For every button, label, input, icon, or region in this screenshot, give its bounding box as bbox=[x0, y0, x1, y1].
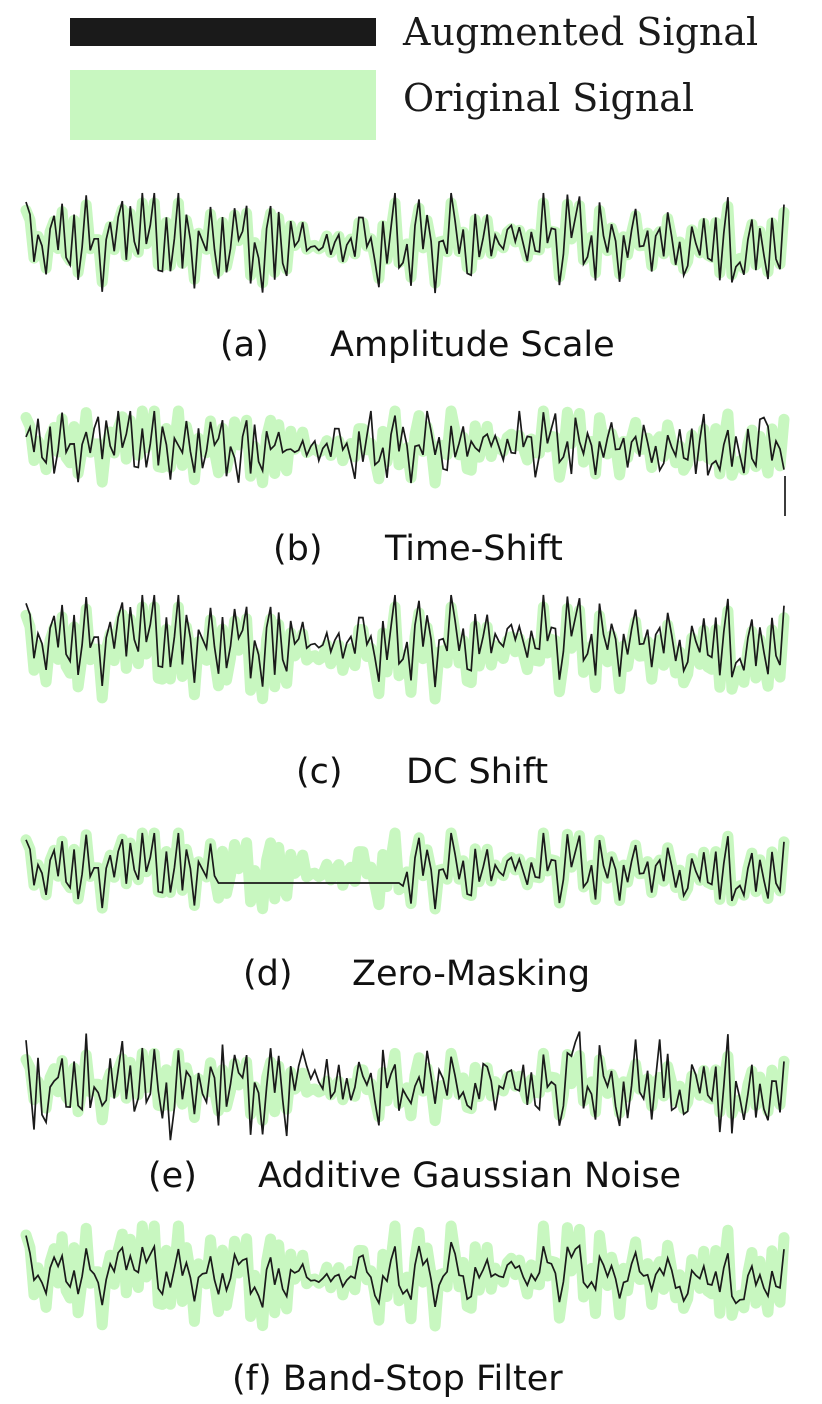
legend-original-swatch bbox=[70, 70, 376, 140]
original-signal-trace bbox=[20, 1220, 790, 1332]
panel-letter: (e) bbox=[148, 1156, 197, 1196]
panel-letter: (a) bbox=[220, 325, 269, 365]
panel-caption: Additive Gaussian Noise bbox=[258, 1156, 681, 1196]
panel-letter: (c) bbox=[296, 752, 343, 792]
panel-letter: (d) bbox=[243, 954, 293, 994]
panel-band-stop-filter: (f) Band-Stop Filter bbox=[20, 1220, 790, 1399]
panel-caption: Time-Shift bbox=[384, 529, 563, 569]
panel-amplitude-scale: (a) Amplitude Scale bbox=[20, 192, 790, 365]
panel-caption: DC Shift bbox=[406, 752, 548, 792]
panel-caption: Zero-Masking bbox=[352, 954, 590, 994]
panel-zero-masking: (d) Zero-Masking bbox=[20, 827, 790, 994]
panel-time-shift: (b) Time-Shift bbox=[20, 405, 790, 569]
augmented-signal-trace bbox=[25, 594, 785, 688]
augmented-signal-trace bbox=[25, 192, 785, 294]
panel-letter: (b) bbox=[273, 529, 323, 569]
panel-additive-gaussian-noise: (e) Additive Gaussian Noise bbox=[20, 1031, 790, 1196]
legend-augmented-label: Augmented Signal bbox=[402, 10, 758, 54]
augmented-signal-trace bbox=[25, 1235, 785, 1308]
legend-augmented-swatch bbox=[70, 18, 376, 46]
legend-original-label: Original Signal bbox=[403, 76, 694, 120]
legend: Augmented Signal Original Signal bbox=[70, 10, 758, 140]
augmented-signal-trace bbox=[25, 1031, 785, 1141]
panel-dc-shift: (c) DC Shift bbox=[20, 594, 790, 792]
panel-caption: Amplitude Scale bbox=[330, 325, 615, 365]
panel-caption: (f) Band-Stop Filter bbox=[232, 1359, 563, 1399]
original-signal-trace bbox=[20, 601, 790, 705]
augmented-signal-trace bbox=[25, 832, 785, 910]
augmented-signal-trace bbox=[25, 410, 785, 484]
